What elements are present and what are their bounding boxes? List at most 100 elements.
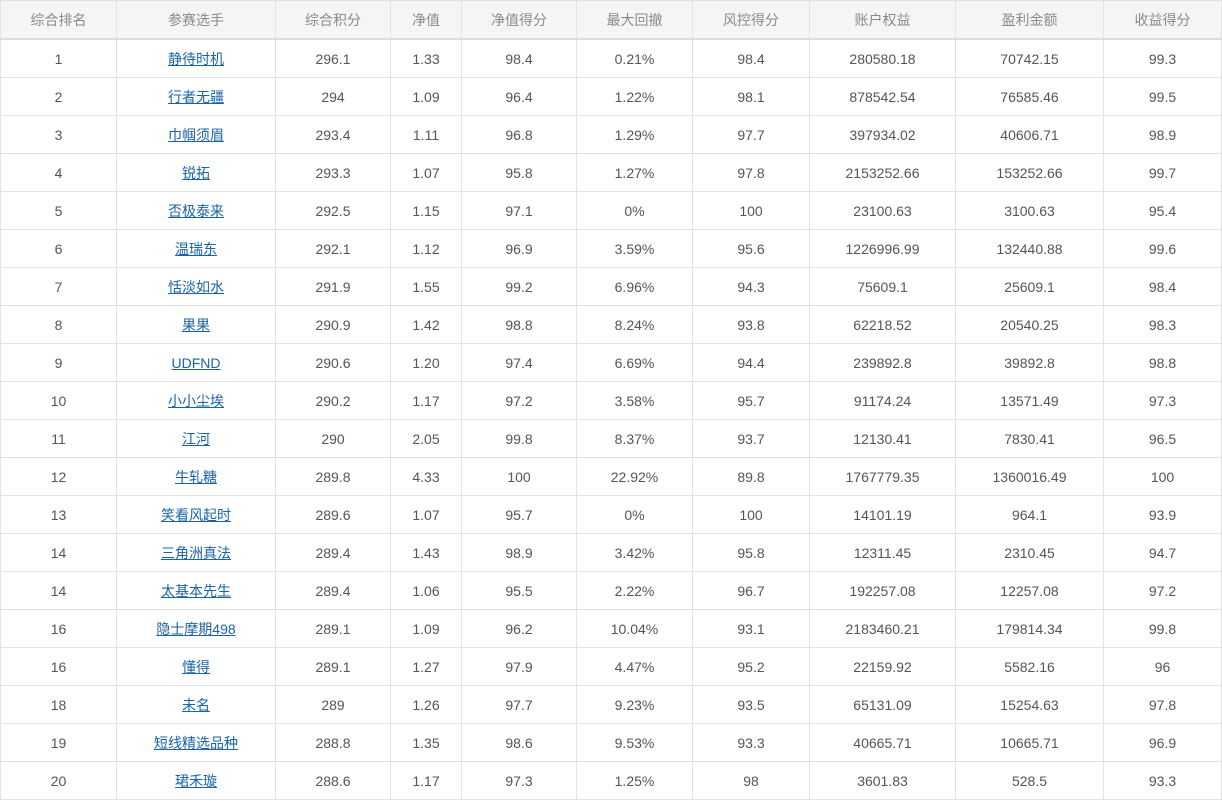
player-cell: 温瑞东 — [116, 229, 276, 268]
table-row: 18 未名 289 1.26 97.7 9.23% 93.5 65131.09 15254.63… — [0, 685, 1222, 724]
player-cell: 隐士摩期498 — [116, 609, 276, 648]
net-value-cell: 1.20 — [390, 343, 462, 382]
risk-score-cell: 93.8 — [692, 305, 810, 344]
player-link[interactable]: 懂得 — [182, 658, 210, 675]
player-cell: 行者无疆 — [116, 77, 276, 116]
player-link[interactable]: 温瑞东 — [175, 240, 217, 257]
profit-amount-cell: 13571.49 — [955, 381, 1104, 420]
net-value-cell: 1.09 — [390, 609, 462, 648]
max-drawdown-cell: 1.22% — [576, 77, 693, 116]
return-score-cell: 99.8 — [1103, 609, 1222, 648]
header-row: 综合排名 参赛选手 综合积分 净值 净值得分 最大回撤 风控得分 账户权益 盈利… — [0, 0, 1222, 40]
max-drawdown-cell: 1.29% — [576, 115, 693, 154]
risk-score-cell: 93.5 — [692, 685, 810, 724]
max-drawdown-cell: 10.04% — [576, 609, 693, 648]
total-score-cell: 293.4 — [275, 115, 391, 154]
risk-score-cell: 94.3 — [692, 267, 810, 306]
player-link[interactable]: 三角洲真法 — [161, 544, 231, 561]
max-drawdown-cell: 8.24% — [576, 305, 693, 344]
player-link[interactable]: 江河 — [182, 430, 210, 447]
total-score-cell: 292.5 — [275, 191, 391, 230]
max-drawdown-cell: 8.37% — [576, 419, 693, 458]
player-link[interactable]: 锐拓 — [182, 164, 210, 181]
risk-score-cell: 100 — [692, 191, 810, 230]
account-equity-cell: 65131.09 — [809, 685, 956, 724]
account-equity-cell: 280580.18 — [809, 38, 956, 78]
net-value-cell: 1.35 — [390, 723, 462, 762]
risk-score-cell: 97.8 — [692, 153, 810, 192]
player-link[interactable]: 笑看风起时 — [161, 506, 231, 523]
player-link[interactable]: 果果 — [182, 316, 210, 333]
profit-amount-cell: 179814.34 — [955, 609, 1104, 648]
return-score-cell: 96.9 — [1103, 723, 1222, 762]
rank-cell: 18 — [0, 685, 117, 724]
table-row: 5 否极泰来 292.5 1.15 97.1 0% 100 23100.63 3100.63 95… — [0, 191, 1222, 230]
player-link[interactable]: 否极泰来 — [168, 202, 224, 219]
rank-cell: 12 — [0, 457, 117, 496]
profit-amount-cell: 20540.25 — [955, 305, 1104, 344]
return-score-cell: 97.3 — [1103, 381, 1222, 420]
max-drawdown-cell: 3.58% — [576, 381, 693, 420]
return-score-cell: 97.2 — [1103, 571, 1222, 610]
player-link[interactable]: 巾帼须眉 — [168, 126, 224, 143]
net-value-score-cell: 98.4 — [461, 38, 577, 78]
header-rank: 综合排名 — [0, 0, 117, 40]
total-score-cell: 289.4 — [275, 571, 391, 610]
rank-cell: 8 — [0, 305, 117, 344]
player-link[interactable]: 太基本先生 — [161, 582, 231, 599]
return-score-cell: 99.7 — [1103, 153, 1222, 192]
player-cell: 江河 — [116, 419, 276, 458]
table-row: 1 静待时机 296.1 1.33 98.4 0.21% 98.4 280580.18 7074… — [0, 38, 1222, 78]
max-drawdown-cell: 9.23% — [576, 685, 693, 724]
return-score-cell: 98.8 — [1103, 343, 1222, 382]
return-score-cell: 96 — [1103, 647, 1222, 686]
return-score-cell: 98.9 — [1103, 115, 1222, 154]
net-value-score-cell: 95.7 — [461, 495, 577, 534]
total-score-cell: 289.6 — [275, 495, 391, 534]
player-link[interactable]: 牛轧糖 — [175, 468, 217, 485]
net-value-cell: 1.12 — [390, 229, 462, 268]
rank-cell: 4 — [0, 153, 117, 192]
account-equity-cell: 192257.08 — [809, 571, 956, 610]
net-value-cell: 1.07 — [390, 153, 462, 192]
player-link[interactable]: UDFND — [171, 354, 221, 371]
table-row: 6 温瑞东 292.1 1.12 96.9 3.59% 95.6 1226996.99 1324… — [0, 229, 1222, 268]
player-link[interactable]: 行者无疆 — [168, 88, 224, 105]
table-row: 12 牛轧糖 289.8 4.33 100 22.92% 89.8 1767779.35 136… — [0, 457, 1222, 496]
player-link[interactable]: 隐士摩期498 — [156, 620, 236, 637]
return-score-cell: 94.7 — [1103, 533, 1222, 572]
net-value-cell: 1.27 — [390, 647, 462, 686]
table-row: 11 江河 290 2.05 99.8 8.37% 93.7 12130.41 7830.41 9… — [0, 419, 1222, 458]
total-score-cell: 289 — [275, 685, 391, 724]
player-cell: 短线精选品种 — [116, 723, 276, 762]
player-cell: 三角洲真法 — [116, 533, 276, 572]
net-value-score-cell: 98.8 — [461, 305, 577, 344]
total-score-cell: 290.2 — [275, 381, 391, 420]
net-value-cell: 1.11 — [390, 115, 462, 154]
net-value-cell: 1.55 — [390, 267, 462, 306]
max-drawdown-cell: 0% — [576, 191, 693, 230]
account-equity-cell: 91174.24 — [809, 381, 956, 420]
player-cell: UDFND — [116, 343, 276, 382]
player-link[interactable]: 静待时机 — [168, 50, 224, 67]
profit-amount-cell: 528.5 — [955, 761, 1104, 800]
player-link[interactable]: 珺禾璇 — [175, 772, 217, 789]
table-row: 2 行者无疆 294 1.09 96.4 1.22% 98.1 878542.54 76585.… — [0, 77, 1222, 116]
profit-amount-cell: 3100.63 — [955, 191, 1104, 230]
rank-cell: 16 — [0, 609, 117, 648]
player-link[interactable]: 短线精选品种 — [154, 734, 238, 751]
profit-amount-cell: 964.1 — [955, 495, 1104, 534]
table-row: 8 果果 290.9 1.42 98.8 8.24% 93.8 62218.52 20540.2… — [0, 305, 1222, 344]
net-value-score-cell: 98.9 — [461, 533, 577, 572]
account-equity-cell: 75609.1 — [809, 267, 956, 306]
table-row: 10 小小尘埃 290.2 1.17 97.2 3.58% 95.7 91174.24 1357… — [0, 381, 1222, 420]
table-row: 20 珺禾璇 288.6 1.17 97.3 1.25% 98 3601.83 528.5 93.… — [0, 761, 1222, 800]
net-value-score-cell: 96.2 — [461, 609, 577, 648]
net-value-cell: 1.26 — [390, 685, 462, 724]
return-score-cell: 93.3 — [1103, 761, 1222, 800]
net-value-score-cell: 98.6 — [461, 723, 577, 762]
player-link[interactable]: 未名 — [182, 696, 210, 713]
player-link[interactable]: 恬淡如水 — [168, 278, 224, 295]
player-link[interactable]: 小小尘埃 — [168, 392, 224, 409]
account-equity-cell: 22159.92 — [809, 647, 956, 686]
